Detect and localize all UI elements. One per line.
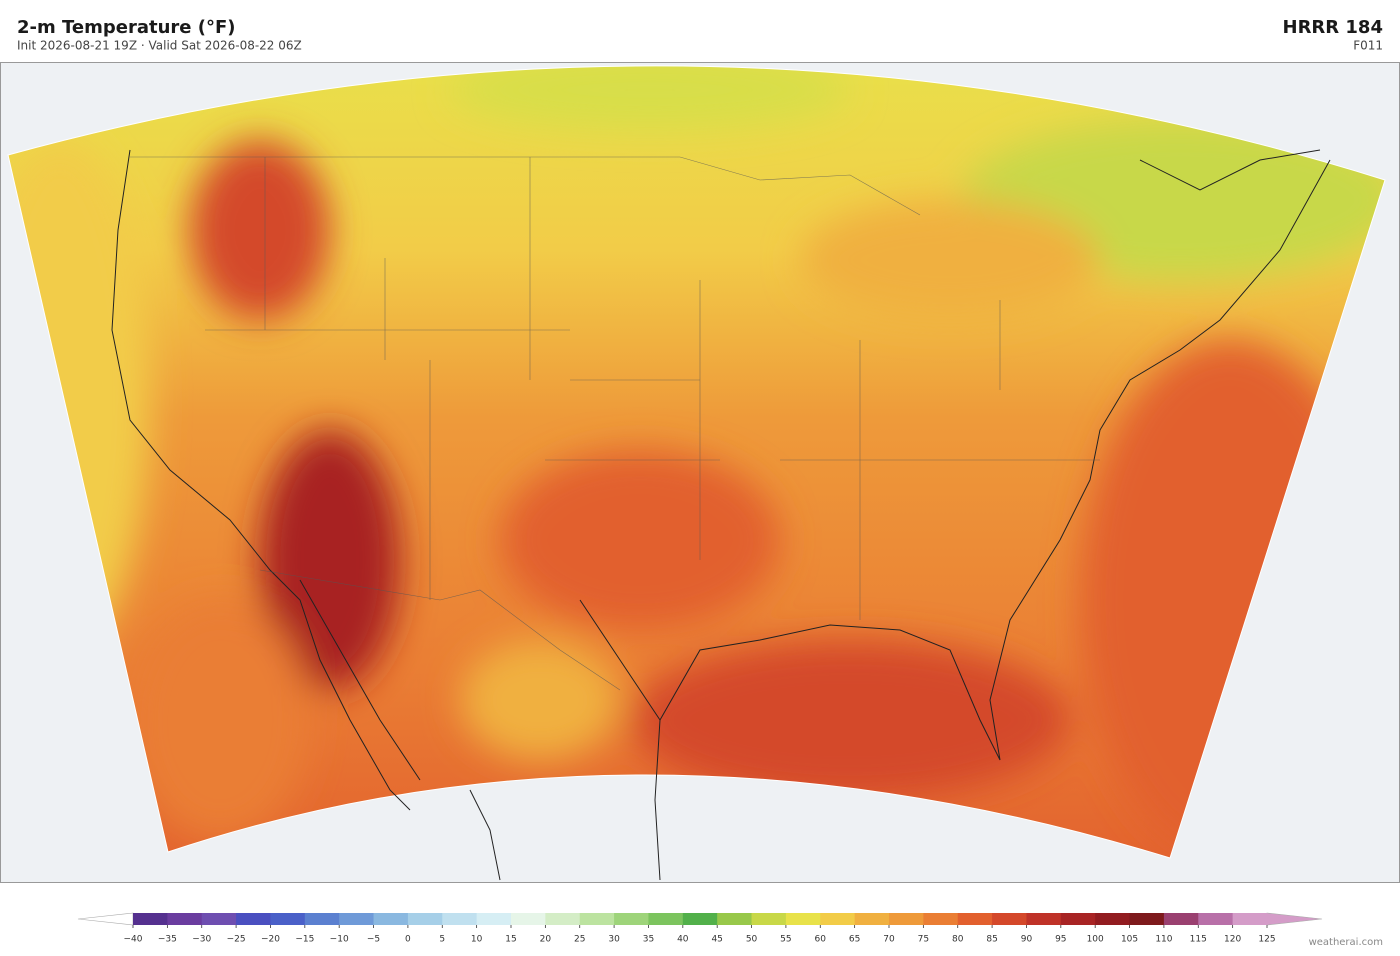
- color-segment: [992, 913, 1027, 925]
- tick-label: −40: [124, 935, 143, 945]
- colorbar-under: [77, 912, 134, 926]
- color-segment: [1198, 913, 1234, 925]
- tick-label: 30: [608, 935, 620, 945]
- color-segment: [236, 913, 271, 925]
- colorbar: −40 −35 −30 −25 −20 −15 −10 −5 0 5 10 15 20 25 30 35 40 4…: [77, 912, 1323, 945]
- tick-label: 45: [711, 935, 722, 945]
- color-segment: [1095, 913, 1131, 925]
- color-segment: [820, 913, 856, 925]
- tick-label: 70: [883, 935, 895, 945]
- color-segment: [889, 913, 924, 925]
- tick-label: −5: [367, 935, 380, 945]
- color-segment: [923, 913, 959, 925]
- tick-label: 50: [746, 935, 758, 945]
- tick-label: 110: [1155, 935, 1172, 945]
- tick-label: 60: [815, 935, 827, 945]
- tick-label: 40: [677, 935, 689, 945]
- tick-label: −15: [295, 935, 314, 945]
- coastlines: [111, 149, 1331, 881]
- tick-label: 115: [1190, 935, 1207, 945]
- title: 2-m Temperature (°F): [17, 17, 236, 38]
- tick-label: 65: [849, 935, 860, 945]
- color-segment: [373, 913, 409, 925]
- tick-label: −35: [158, 935, 177, 945]
- color-segment: [339, 913, 375, 925]
- model: HRRR 184: [1283, 17, 1384, 38]
- tick-label: 15: [505, 935, 516, 945]
- color-segment: [511, 913, 546, 925]
- color-segment: [1163, 913, 1199, 925]
- tick-label: 20: [540, 935, 552, 945]
- color-segment: [957, 913, 993, 925]
- tick-label: 125: [1258, 935, 1275, 945]
- color-segment: [1026, 913, 1062, 925]
- credit: weatherai.com: [1309, 937, 1383, 948]
- color-segment: [476, 913, 512, 925]
- color-segment: [1060, 913, 1096, 925]
- tick-label: 85: [986, 935, 997, 945]
- color-segment: [304, 913, 340, 925]
- tick-label: 90: [1021, 935, 1033, 945]
- subtitle: Init 2026-08-21 19Z · Valid Sat 2026-08-…: [17, 39, 302, 53]
- color-segment: [201, 913, 237, 925]
- tick-label: 10: [471, 935, 483, 945]
- tick-label: 105: [1121, 935, 1138, 945]
- color-segment: [648, 913, 684, 925]
- tick-label: 55: [780, 935, 791, 945]
- color-segment: [751, 913, 787, 925]
- colorbar-over: [1266, 912, 1323, 926]
- color-segment: [579, 913, 615, 925]
- color-segment: [407, 913, 443, 925]
- tick-label: −20: [261, 935, 280, 945]
- color-segment: [717, 913, 753, 925]
- tick-label: −25: [227, 935, 246, 945]
- color-segment: [442, 913, 478, 925]
- color-segment: [785, 913, 821, 925]
- borders: [130, 156, 1100, 691]
- color-segment: [854, 913, 890, 925]
- tick-label: 0: [405, 935, 411, 945]
- color-segment: [545, 913, 581, 925]
- tick-label: 100: [1087, 935, 1104, 945]
- tick-label: 75: [918, 935, 929, 945]
- map: [0, 62, 1400, 883]
- color-segment: [270, 913, 306, 925]
- tick-label: 120: [1224, 935, 1241, 945]
- color-segment: [133, 913, 168, 925]
- color-segment: [1129, 913, 1165, 925]
- tick-label: 95: [1055, 935, 1066, 945]
- tick-label: 25: [574, 935, 585, 945]
- color-segment: [614, 913, 649, 925]
- tick-label: 80: [952, 935, 964, 945]
- color-segment: [1232, 913, 1268, 925]
- color-segment: [682, 913, 718, 925]
- tick-label: 35: [643, 935, 654, 945]
- color-segment: [167, 913, 203, 925]
- tick-label: 5: [439, 935, 445, 945]
- forecast-hour: F011: [1353, 39, 1383, 53]
- tick-label: −10: [330, 935, 349, 945]
- tick-label: −30: [192, 935, 211, 945]
